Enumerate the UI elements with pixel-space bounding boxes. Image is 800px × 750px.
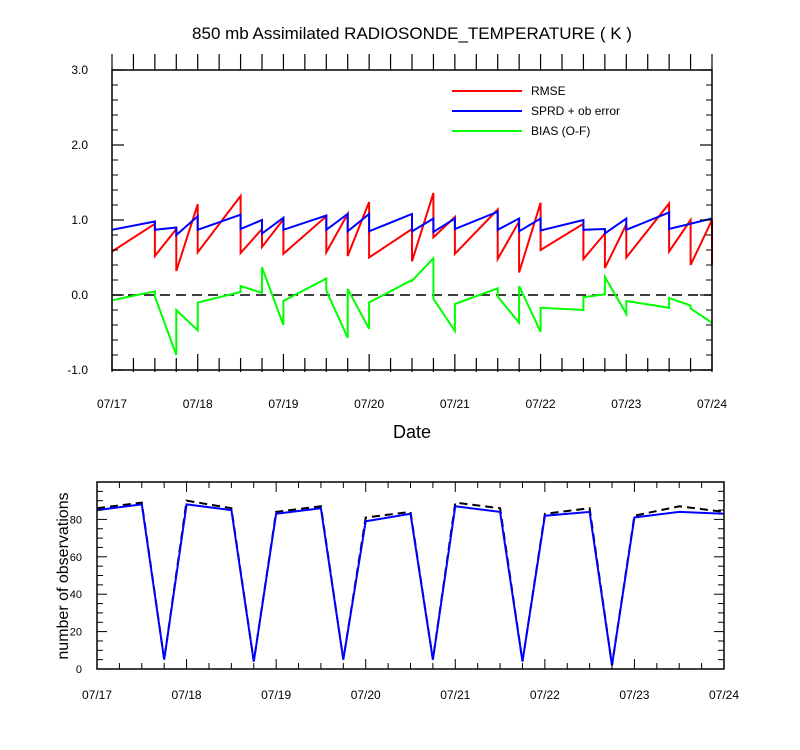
top-series-lines bbox=[111, 192, 713, 356]
legend: RMSE SPRD + ob error BIAS (O-F) bbox=[452, 84, 620, 138]
obs-x-tick-label: 07/22 bbox=[530, 688, 560, 702]
x-tick-label: 07/24 bbox=[697, 397, 727, 411]
y-axis-label-observations: number of observations bbox=[55, 492, 72, 659]
x-tick-label: 07/17 bbox=[97, 397, 127, 411]
x-axis-label: Date bbox=[393, 422, 431, 442]
obs-line-total bbox=[96, 499, 725, 666]
y-tick-label: 3.0 bbox=[71, 63, 88, 77]
series-line-sprd-ob-error bbox=[111, 210, 713, 238]
series-line-rmse bbox=[111, 192, 713, 273]
obs-y-tick-label: 60 bbox=[70, 552, 82, 564]
x-tick-label: 07/19 bbox=[268, 397, 298, 411]
x-tick-label: 07/20 bbox=[354, 397, 384, 411]
x-tick-label: 07/22 bbox=[526, 397, 556, 411]
y-tick-label: 1.0 bbox=[71, 213, 88, 227]
chart-title: 850 mb Assimilated RADIOSONDE_TEMPERATUR… bbox=[192, 24, 632, 43]
bottom-series-lines bbox=[96, 499, 725, 666]
top-y-axis: -1.0 0.0 1.0 2.0 3.0 bbox=[67, 63, 712, 377]
obs-x-tick-label: 07/20 bbox=[351, 688, 381, 702]
x-tick-label: 07/23 bbox=[611, 397, 641, 411]
obs-y-tick-label: 0 bbox=[76, 664, 82, 676]
series-line-bias bbox=[111, 255, 713, 356]
y-tick-label: 2.0 bbox=[71, 138, 88, 152]
y-tick-label: -1.0 bbox=[67, 363, 88, 377]
bottom-panel: 0 20 40 60 80 07/17 07/18 07/19 07/20 07/21 07/22… bbox=[70, 481, 739, 702]
obs-x-tick-label: 07/18 bbox=[172, 688, 202, 702]
obs-x-tick-label: 07/17 bbox=[82, 688, 112, 702]
obs-x-tick-label: 07/21 bbox=[440, 688, 470, 702]
obs-y-tick-label: 40 bbox=[70, 589, 82, 601]
x-tick-label: 07/21 bbox=[440, 397, 470, 411]
top-panel: -1.00.01.02.03.0 07/17 07/18 07/19 07/20 07/… bbox=[67, 54, 727, 411]
bottom-x-axis: 07/17 07/18 07/19 07/20 07/21 07/22 07/23 07/24 bbox=[82, 482, 739, 702]
obs-y-tick-label: 20 bbox=[70, 627, 82, 639]
obs-x-tick-label: 07/24 bbox=[709, 688, 739, 702]
legend-label: SPRD + ob error bbox=[531, 104, 620, 118]
x-tick-label: 07/18 bbox=[183, 397, 213, 411]
legend-label: BIAS (O-F) bbox=[531, 124, 590, 138]
bottom-plot-frame bbox=[96, 481, 725, 670]
y-tick-label: 0.0 bbox=[71, 288, 88, 302]
obs-x-tick-label: 07/19 bbox=[261, 688, 291, 702]
obs-line-assimilated bbox=[96, 503, 725, 666]
obs-x-tick-label: 07/23 bbox=[619, 688, 649, 702]
obs-y-tick-label: 80 bbox=[70, 514, 82, 526]
legend-label: RMSE bbox=[531, 84, 566, 98]
top-x-axis: 07/17 07/18 07/19 07/20 07/21 07/22 07/23 07/24 bbox=[97, 54, 727, 411]
bottom-y-axis: 0 20 40 60 80 bbox=[70, 481, 724, 676]
